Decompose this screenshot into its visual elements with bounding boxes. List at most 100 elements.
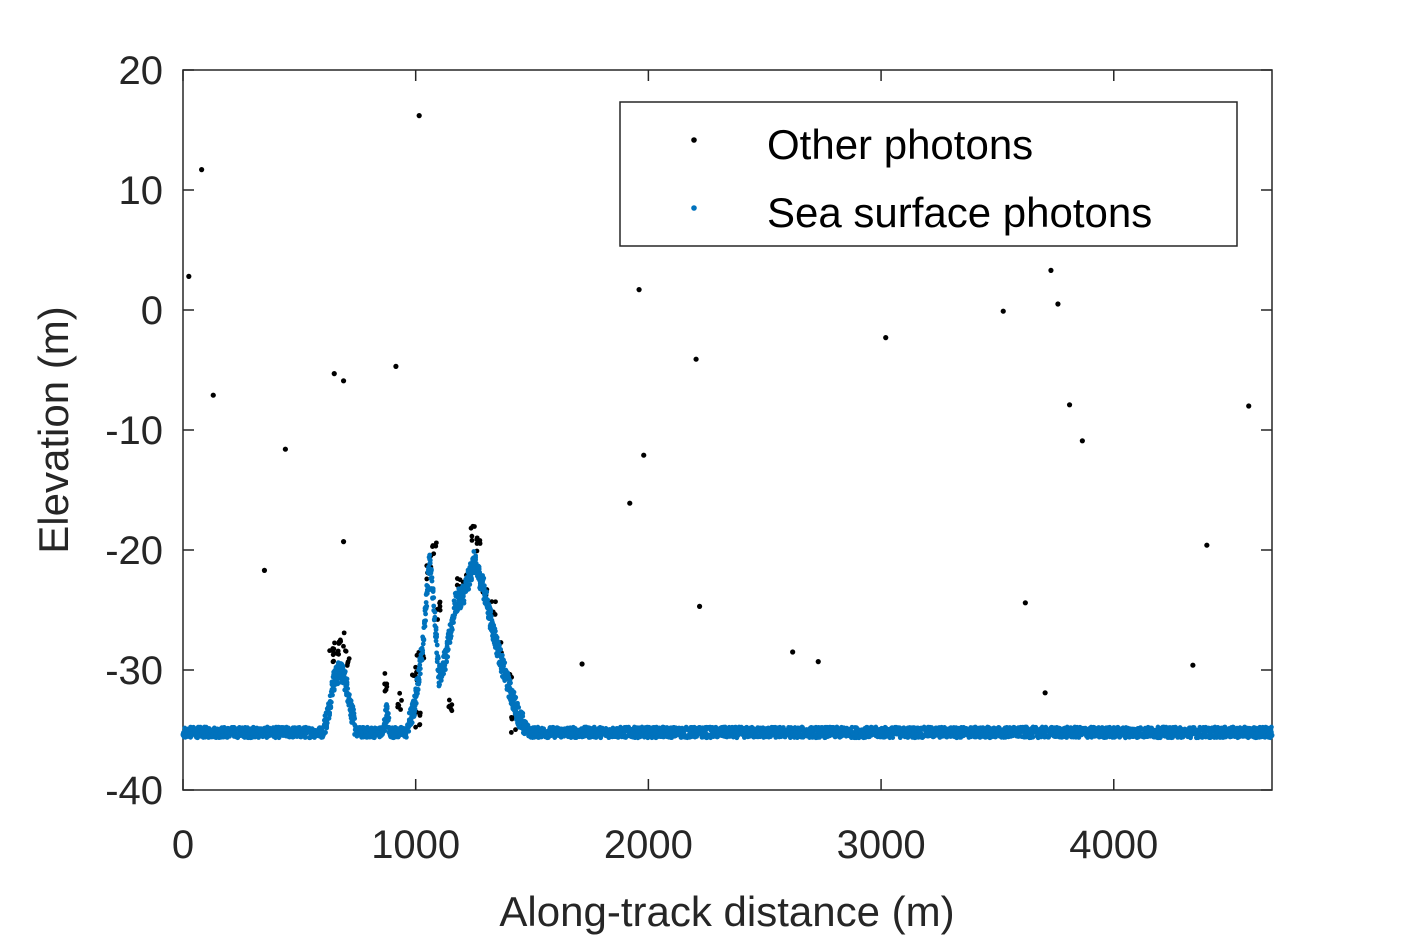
- sea-surface-photon-point: [484, 589, 490, 595]
- other-photon-point: [477, 538, 483, 543]
- sea-surface-photon-point: [445, 654, 451, 660]
- other-photon-point: [282, 446, 288, 452]
- other-photon-point: [1048, 267, 1054, 273]
- y-tick-label: -20: [105, 529, 163, 573]
- other-photon-point: [382, 671, 388, 676]
- sea-surface-photon-point: [488, 613, 494, 619]
- x-tick-label: 1000: [371, 823, 460, 867]
- sea-surface-photon-point: [447, 640, 453, 646]
- other-photon-point: [636, 287, 642, 293]
- other-photon-point: [344, 663, 350, 668]
- sea-surface-photon-point: [437, 682, 442, 688]
- other-photon-point: [340, 539, 347, 545]
- sea-surface-photon-point: [513, 695, 519, 700]
- sea-surface-photon-point: [434, 642, 440, 648]
- sea-surface-photon-point: [417, 671, 423, 677]
- legend-marker-other-photons: [691, 137, 697, 143]
- sea-surface-photon-point: [466, 586, 472, 592]
- sea-surface-photon-point: [485, 597, 491, 603]
- other-photon-point: [1066, 402, 1073, 408]
- other-photon-point: [627, 500, 633, 506]
- sea-surface-photon-point: [324, 725, 330, 731]
- other-photon-point: [331, 371, 337, 377]
- other-photon-point: [327, 648, 333, 654]
- sea-surface-photon-point: [385, 711, 391, 716]
- sea-surface-photon-point: [461, 598, 467, 604]
- sea-surface-photon-point: [1222, 724, 1228, 730]
- sea-surface-photon-point: [419, 657, 425, 663]
- other-photon-point: [413, 664, 419, 670]
- sea-surface-photon-point: [481, 575, 487, 581]
- other-photon-point: [469, 538, 475, 543]
- sea-surface-photon-point: [420, 650, 426, 656]
- other-photon-point: [337, 637, 343, 643]
- x-tick-label: 2000: [604, 823, 693, 867]
- other-photon-point: [437, 607, 443, 613]
- sea-surface-photon-point: [438, 678, 444, 683]
- other-photon-point: [397, 690, 403, 696]
- sea-surface-photon-point: [351, 707, 356, 713]
- sea-surface-photon-point: [449, 627, 455, 633]
- other-photon-point: [1190, 662, 1196, 668]
- sea-surface-photon-point: [429, 575, 435, 581]
- other-photon-point: [454, 576, 460, 581]
- sea-surface-photon-point: [431, 595, 437, 601]
- legend-label-sea-surface-photons: Sea surface photons: [767, 189, 1152, 236]
- other-photon-point: [210, 392, 216, 398]
- sea-surface-photon-point: [432, 609, 438, 615]
- sea-surface-photon-point: [406, 728, 412, 734]
- other-photon-point: [417, 722, 423, 727]
- other-photon-point: [398, 707, 403, 712]
- sea-surface-photon-point: [433, 625, 439, 630]
- other-photon-point: [446, 697, 452, 703]
- sea-surface-photon-point: [494, 635, 500, 640]
- sea-surface-photon-point: [417, 662, 423, 668]
- other-photon-point: [693, 356, 699, 362]
- x-axis-ticks: 0 1000 2000 3000 4000: [172, 70, 1158, 867]
- other-photon-point: [446, 704, 452, 710]
- sea-surface-photon-point: [345, 686, 351, 691]
- sea-surface-photon-point: [346, 692, 352, 697]
- other-photon-point: [1079, 438, 1085, 444]
- y-tick-label: -30: [105, 649, 163, 693]
- legend-label-other-photons: Other photons: [767, 121, 1033, 168]
- sea-surface-photon-point: [441, 671, 447, 677]
- other-photon-point: [790, 649, 796, 655]
- y-tick-label: 0: [141, 289, 163, 333]
- x-tick-label: 4000: [1069, 823, 1158, 867]
- other-photon-point: [335, 648, 341, 654]
- series-sea-surface-photons: [180, 549, 1275, 741]
- sea-surface-photon-point: [302, 735, 308, 740]
- other-photon-point: [341, 630, 347, 636]
- sea-surface-photon-point: [427, 557, 433, 563]
- sea-surface-photon-point: [323, 730, 328, 735]
- sea-surface-photon-point: [412, 707, 418, 712]
- y-axis-label: Elevation (m): [30, 306, 77, 553]
- other-photon-point: [393, 363, 399, 369]
- sea-surface-photon-point: [342, 669, 348, 674]
- other-photon-point: [382, 688, 388, 694]
- other-photon-point: [641, 452, 647, 458]
- sea-surface-photon-point: [434, 634, 440, 640]
- other-photon-point: [437, 599, 443, 605]
- sea-surface-photon-point: [488, 609, 494, 615]
- other-photon-point: [472, 524, 477, 529]
- sea-surface-photon-point: [423, 600, 429, 605]
- sea-surface-photon-point: [412, 712, 417, 718]
- sea-surface-photon-point: [431, 603, 437, 609]
- sea-surface-photon-point: [413, 700, 419, 706]
- sea-surface-photon-point: [433, 638, 439, 644]
- sea-surface-photon-point: [327, 710, 332, 716]
- other-photon-point: [509, 714, 514, 720]
- other-photon-point: [399, 697, 404, 703]
- sea-surface-photon-point: [471, 549, 477, 554]
- other-photon-point: [396, 703, 402, 708]
- sea-surface-photon-point: [403, 734, 409, 740]
- sea-surface-photon-point: [417, 666, 423, 672]
- sea-surface-photon-point: [421, 636, 427, 642]
- sea-surface-photon-point: [409, 720, 415, 726]
- other-photon-point: [1000, 308, 1006, 314]
- sea-surface-photon-point: [1269, 724, 1274, 730]
- sea-surface-photon-point: [458, 604, 464, 609]
